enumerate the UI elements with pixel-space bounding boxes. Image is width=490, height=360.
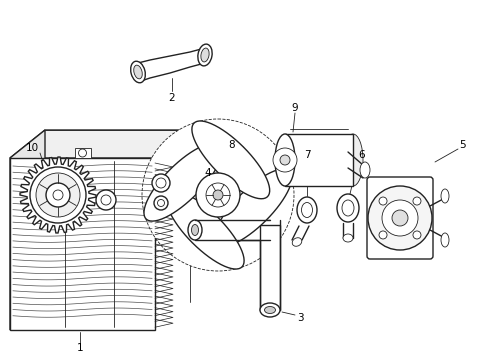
Ellipse shape — [201, 48, 209, 62]
Circle shape — [142, 119, 294, 271]
Ellipse shape — [441, 189, 449, 203]
Circle shape — [392, 210, 408, 226]
Text: 3: 3 — [296, 313, 303, 323]
Polygon shape — [192, 121, 270, 199]
Text: 6: 6 — [359, 150, 366, 160]
Ellipse shape — [188, 220, 202, 240]
Text: 7: 7 — [304, 150, 310, 160]
Circle shape — [157, 199, 165, 207]
Polygon shape — [10, 158, 155, 330]
Polygon shape — [74, 148, 91, 158]
Circle shape — [101, 195, 111, 205]
Ellipse shape — [292, 238, 302, 246]
Circle shape — [36, 173, 80, 217]
Circle shape — [96, 190, 116, 210]
Ellipse shape — [275, 134, 295, 186]
Circle shape — [379, 231, 387, 239]
Ellipse shape — [343, 134, 363, 186]
Circle shape — [413, 197, 421, 205]
Text: 8: 8 — [229, 140, 235, 150]
Ellipse shape — [131, 61, 146, 83]
Ellipse shape — [301, 202, 313, 217]
Circle shape — [53, 190, 63, 200]
FancyBboxPatch shape — [367, 177, 433, 259]
Ellipse shape — [342, 200, 354, 216]
Ellipse shape — [134, 65, 142, 79]
Polygon shape — [195, 220, 270, 240]
Ellipse shape — [441, 233, 449, 247]
Text: 10: 10 — [25, 143, 39, 153]
Ellipse shape — [265, 306, 275, 314]
Circle shape — [152, 174, 170, 192]
Ellipse shape — [343, 234, 353, 242]
Circle shape — [280, 155, 290, 165]
Ellipse shape — [260, 303, 280, 317]
Circle shape — [30, 167, 86, 223]
Circle shape — [154, 196, 168, 210]
Circle shape — [379, 197, 387, 205]
Circle shape — [78, 149, 87, 157]
Ellipse shape — [198, 44, 212, 66]
Circle shape — [196, 173, 240, 217]
Polygon shape — [20, 157, 96, 233]
Polygon shape — [10, 130, 190, 158]
Polygon shape — [260, 220, 280, 240]
Polygon shape — [166, 191, 244, 269]
Ellipse shape — [337, 194, 359, 222]
Text: 1: 1 — [77, 343, 83, 353]
Circle shape — [206, 183, 230, 207]
Polygon shape — [260, 225, 280, 310]
Ellipse shape — [192, 225, 198, 235]
Circle shape — [46, 183, 70, 207]
Polygon shape — [285, 134, 353, 186]
Circle shape — [368, 186, 432, 250]
Ellipse shape — [297, 197, 317, 223]
Ellipse shape — [360, 162, 370, 178]
Polygon shape — [144, 143, 222, 221]
Circle shape — [413, 231, 421, 239]
Circle shape — [273, 148, 297, 172]
Circle shape — [382, 200, 418, 236]
Polygon shape — [214, 169, 292, 247]
Circle shape — [156, 178, 166, 188]
Polygon shape — [10, 130, 45, 330]
Text: 4: 4 — [205, 168, 211, 178]
Text: 2: 2 — [169, 93, 175, 103]
Text: 9: 9 — [292, 103, 298, 113]
Text: 5: 5 — [459, 140, 466, 150]
Circle shape — [213, 190, 223, 200]
